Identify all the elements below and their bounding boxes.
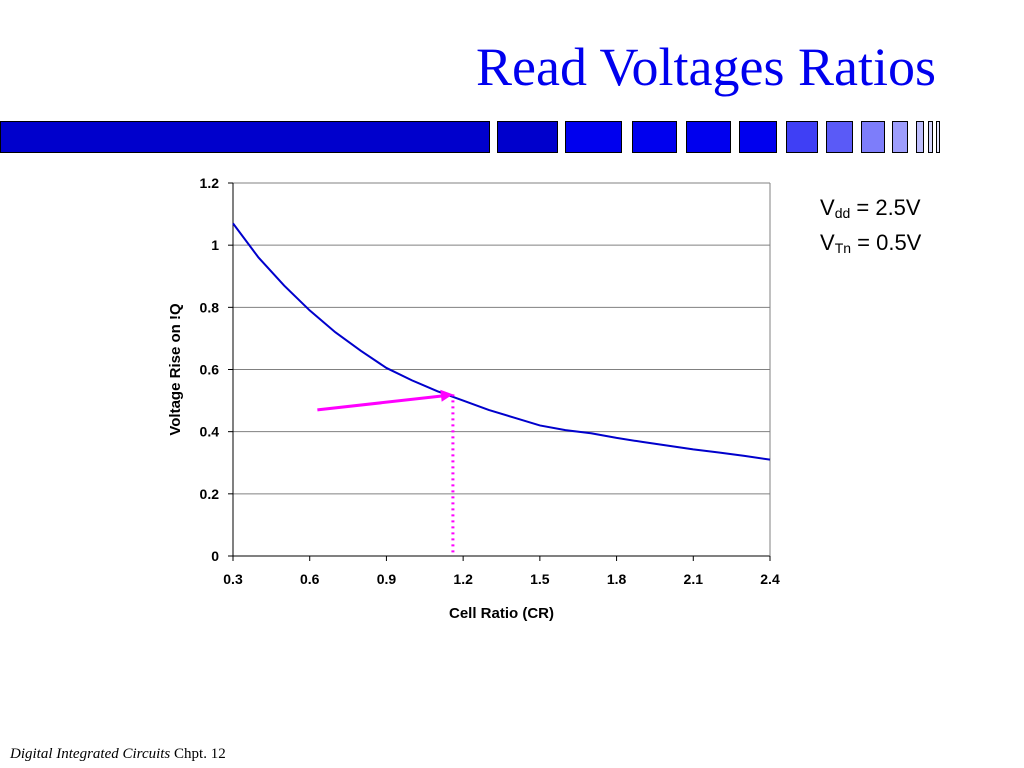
read-point-arrowhead bbox=[440, 389, 453, 402]
slide-title: Read Voltages Ratios bbox=[476, 37, 936, 97]
voltage-rise-chart: 0 0.2 0.4 0.6 0.8 1 1.2 0.3 0.6 0.9 1.2 1.5 1.8 2.1 2.… bbox=[167, 175, 780, 622]
title-decoration-bar bbox=[0, 121, 1024, 155]
vtn-line: VTn = 0.5V bbox=[820, 230, 922, 256]
x-axis-label: Cell Ratio (CR) bbox=[449, 605, 554, 622]
bar-segment bbox=[0, 121, 490, 153]
y-tick-label: 0 bbox=[211, 548, 219, 564]
bar-segment bbox=[565, 121, 622, 153]
x-tick-label: 0.6 bbox=[300, 571, 320, 587]
bar-segment bbox=[928, 121, 933, 153]
bar-segment bbox=[739, 121, 777, 153]
y-tick-label: 1 bbox=[211, 237, 219, 253]
x-tick-label: 1.5 bbox=[530, 571, 550, 587]
footer-book-title: Digital Integrated Circuits bbox=[10, 746, 171, 762]
bar-segment bbox=[892, 121, 908, 153]
read-point-arrow bbox=[317, 394, 444, 412]
y-tick-label: 0.2 bbox=[200, 486, 220, 502]
bar-segment bbox=[632, 121, 677, 153]
y-tick-label: 0.6 bbox=[200, 362, 220, 378]
y-axis-label: Voltage Rise on !Q bbox=[167, 303, 184, 436]
vdd-line: Vdd = 2.5V bbox=[820, 195, 921, 221]
x-tick-label: 1.8 bbox=[607, 571, 627, 587]
x-tick-label: 1.2 bbox=[453, 571, 473, 587]
bar-segment bbox=[786, 121, 818, 153]
bar-segment bbox=[936, 121, 940, 153]
y-tick-label: 1.2 bbox=[200, 175, 220, 191]
series-line bbox=[232, 222, 771, 461]
footer-chapter: Chpt. 12 bbox=[174, 746, 226, 762]
bar-segment bbox=[826, 121, 853, 153]
x-tick-label: 2.1 bbox=[684, 571, 704, 587]
bar-segment bbox=[686, 121, 731, 153]
bar-segment bbox=[497, 121, 558, 153]
x-tick-label: 2.4 bbox=[760, 571, 780, 587]
x-tick-label: 0.9 bbox=[377, 571, 397, 587]
y-tick-label: 0.4 bbox=[200, 424, 220, 440]
bar-segment bbox=[861, 121, 885, 153]
slide-footer: Digital Integrated Circuits Chpt. 12 bbox=[10, 746, 226, 763]
supply-parameters: Vdd = 2.5V VTn = 0.5V bbox=[820, 193, 921, 263]
x-tick-label: 0.3 bbox=[223, 571, 243, 587]
y-tick-label: 0.8 bbox=[200, 299, 220, 315]
bar-segment bbox=[916, 121, 924, 153]
